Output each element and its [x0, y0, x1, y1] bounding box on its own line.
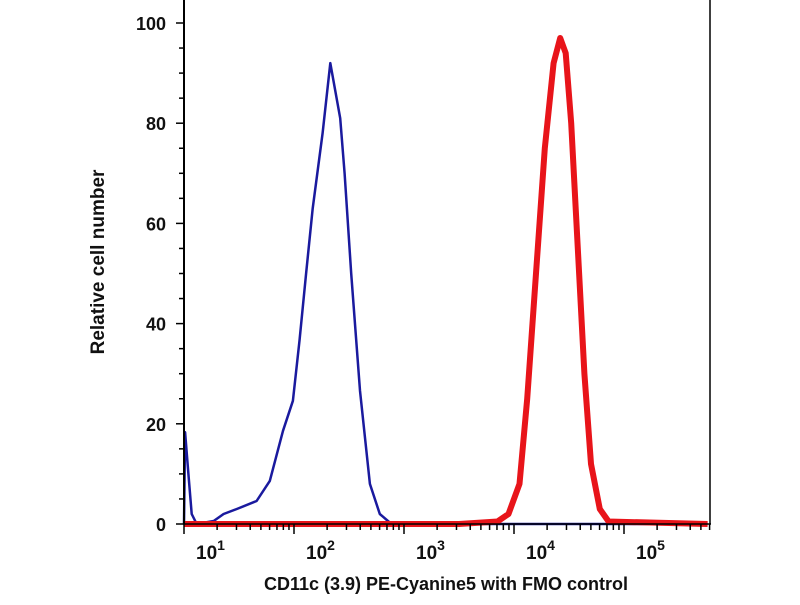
series-line-fmo-control	[182, 61, 708, 526]
plot-area	[182, 35, 708, 527]
y-tick-label: 60	[146, 214, 166, 234]
x-tick-exponent: 5	[657, 537, 665, 553]
series-line-cd11c	[184, 35, 708, 527]
x-tick-exponent: 1	[217, 537, 225, 553]
x-tick-exponent: 3	[437, 537, 445, 553]
y-tick-label: 100	[136, 14, 166, 34]
x-axis-title: CD11c (3.9) PE-Cyanine5 with FMO control	[264, 574, 628, 594]
x-tick-base: 10	[636, 543, 657, 564]
y-tick-label: 0	[156, 515, 166, 535]
x-tick-base: 10	[526, 543, 547, 564]
x-tick-base: 10	[416, 543, 437, 564]
x-tick-base: 10	[196, 543, 217, 564]
x-axis-ticks: 101 102 103 104 105	[183, 524, 711, 564]
y-tick-label: 40	[146, 315, 166, 335]
x-tick-label: 105	[636, 537, 665, 564]
y-axis-ticks: 0 20 40 60 80 100	[136, 14, 184, 535]
y-tick-label: 80	[146, 114, 166, 134]
x-tick-label: 104	[526, 537, 555, 564]
x-tick-exponent: 4	[547, 537, 555, 553]
x-tick-label: 102	[306, 537, 335, 564]
x-tick-exponent: 2	[327, 537, 335, 553]
x-tick-label: 103	[416, 537, 445, 564]
x-tick-base: 10	[306, 543, 327, 564]
y-tick-label: 20	[146, 415, 166, 435]
y-axis-title: Relative cell number	[88, 169, 109, 354]
x-tick-label: 101	[196, 537, 225, 564]
